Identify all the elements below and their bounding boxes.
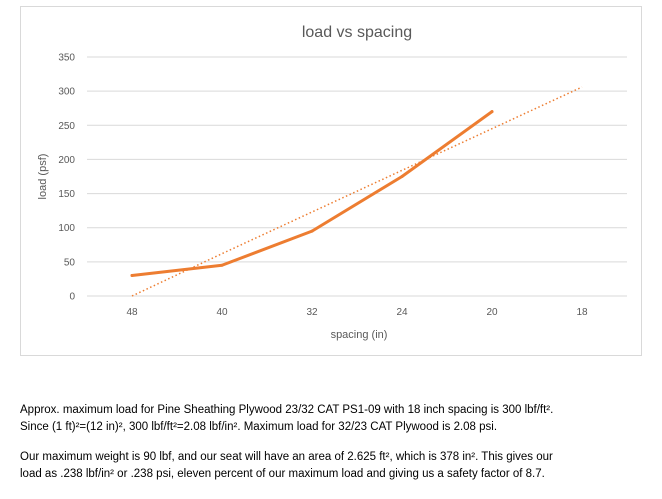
paragraph-line: load as .238 lbf/in² or .238 psi, eleven…: [20, 468, 545, 480]
paragraph-line: Since (1 ft)²=(12 in)², 300 lbf/ft²=2.08…: [20, 421, 498, 433]
x-tick-label: 24: [396, 307, 408, 318]
y-tick-label: 350: [58, 53, 75, 64]
paragraph-line: Approx. maximum load for Pine Sheathing …: [20, 404, 554, 416]
load-vs-spacing-chart: load vs spacing 0 50 100 150 200 250 300 350 48 40…: [37, 24, 627, 341]
data-point: [220, 263, 224, 267]
data-point: [490, 110, 494, 114]
data-point: [130, 274, 134, 278]
y-tick-label: 50: [64, 257, 76, 268]
y-tick-label: 300: [58, 87, 75, 98]
chart-frame: load vs spacing 0 50 100 150 200 250 300 350 48 40…: [20, 6, 642, 356]
chart-title: load vs spacing: [302, 24, 412, 41]
x-tick-label: 18: [576, 307, 588, 318]
y-tick-label: 150: [58, 189, 75, 200]
paragraph-line: Our maximum weight is 90 lbf, and our se…: [20, 451, 553, 463]
paragraph-max-load: Approx. maximum load for Pine Sheathing …: [20, 402, 650, 436]
y-axis-title: load (psf): [37, 154, 49, 200]
y-tick-label: 0: [69, 292, 75, 303]
y-tick-label: 200: [58, 155, 75, 166]
y-tick-label: 250: [58, 121, 75, 132]
data-point: [310, 229, 314, 233]
y-tick-label: 100: [58, 223, 75, 234]
trendline: [131, 86, 583, 297]
paragraph-safety-factor: Our maximum weight is 90 lbf, and our se…: [20, 449, 650, 483]
data-point: [400, 175, 404, 178]
x-axis-title: spacing (in): [331, 329, 388, 341]
x-tick-label: 48: [126, 307, 138, 318]
x-tick-label: 40: [216, 307, 228, 318]
x-tick-label: 32: [306, 307, 318, 318]
x-tick-label: 20: [486, 307, 498, 318]
